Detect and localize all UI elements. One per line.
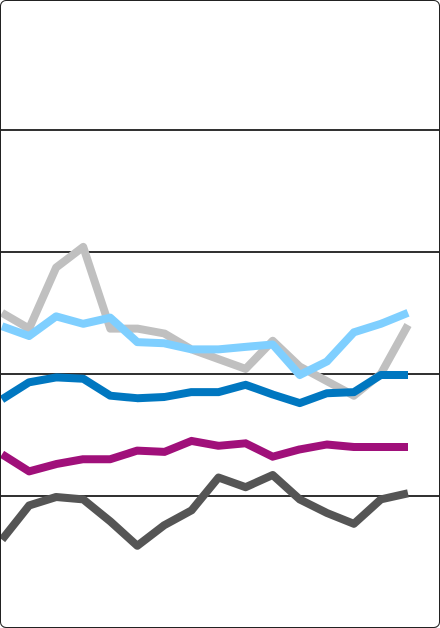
series-lines — [1, 242, 412, 550]
series-line-2 — [1, 309, 410, 379]
gridlines — [1, 129, 439, 497]
series-line-1 — [1, 242, 412, 400]
series-line-4 — [1, 436, 408, 476]
series-line-5 — [1, 471, 409, 550]
series-line-3 — [1, 371, 408, 408]
